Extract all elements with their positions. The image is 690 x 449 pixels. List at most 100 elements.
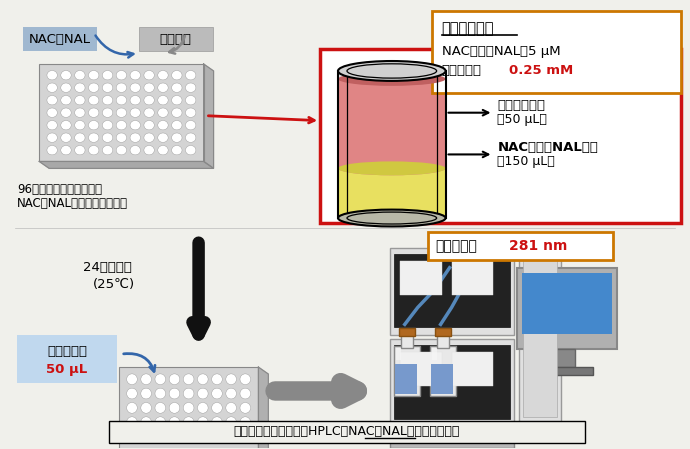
Ellipse shape — [75, 145, 85, 155]
Text: 反応停止液を添加後、HPLCでNAC、NALの残存量を測定: 反応停止液を添加後、HPLCでNAC、NALの残存量を測定 — [234, 425, 460, 438]
Bar — [401, 335, 413, 348]
Ellipse shape — [102, 83, 112, 92]
Polygon shape — [39, 161, 213, 168]
Ellipse shape — [197, 388, 208, 399]
Ellipse shape — [61, 83, 71, 92]
Ellipse shape — [158, 133, 168, 142]
Ellipse shape — [184, 431, 194, 442]
Ellipse shape — [169, 374, 180, 385]
Ellipse shape — [169, 431, 180, 442]
Bar — [451, 352, 493, 386]
Bar — [139, 27, 213, 51]
Ellipse shape — [240, 374, 250, 385]
Bar — [395, 364, 417, 394]
Ellipse shape — [75, 70, 85, 80]
Ellipse shape — [197, 431, 208, 442]
Text: 50 μL: 50 μL — [46, 363, 88, 376]
Ellipse shape — [144, 70, 155, 80]
Bar — [555, 349, 575, 367]
Ellipse shape — [130, 120, 141, 130]
Ellipse shape — [88, 96, 99, 105]
Text: 被験物質溶液: 被験物質溶液 — [497, 99, 545, 112]
Ellipse shape — [61, 133, 71, 142]
Ellipse shape — [130, 133, 141, 142]
Ellipse shape — [338, 210, 446, 226]
Bar — [430, 346, 455, 396]
Bar — [394, 254, 511, 327]
Ellipse shape — [141, 417, 151, 427]
Ellipse shape — [102, 108, 112, 117]
Ellipse shape — [130, 70, 141, 80]
Ellipse shape — [141, 388, 151, 399]
Ellipse shape — [102, 96, 112, 105]
Ellipse shape — [102, 70, 112, 80]
Text: 反応液中濃度: 反応液中濃度 — [442, 21, 494, 36]
Ellipse shape — [88, 108, 99, 117]
Ellipse shape — [172, 83, 182, 92]
Ellipse shape — [338, 61, 446, 81]
Ellipse shape — [186, 83, 196, 92]
Ellipse shape — [186, 96, 196, 105]
Bar — [17, 335, 117, 383]
Ellipse shape — [47, 96, 57, 105]
Bar — [390, 430, 514, 448]
Ellipse shape — [212, 431, 222, 442]
Bar — [390, 339, 514, 427]
Ellipse shape — [186, 145, 196, 155]
Ellipse shape — [155, 388, 166, 399]
Ellipse shape — [102, 120, 112, 130]
Ellipse shape — [240, 388, 250, 399]
Ellipse shape — [88, 83, 99, 92]
Text: （150 μL）: （150 μL） — [497, 155, 555, 168]
Ellipse shape — [61, 120, 71, 130]
Ellipse shape — [144, 83, 155, 92]
Ellipse shape — [141, 374, 151, 385]
Ellipse shape — [75, 83, 85, 92]
Ellipse shape — [127, 431, 137, 442]
Ellipse shape — [75, 133, 85, 142]
Ellipse shape — [144, 133, 155, 142]
Text: NAC、NALと被験物質を混合: NAC、NALと被験物質を混合 — [17, 197, 128, 210]
Ellipse shape — [116, 83, 126, 92]
Ellipse shape — [116, 145, 126, 155]
Text: 281 nm: 281 nm — [509, 239, 568, 253]
Bar — [394, 345, 511, 419]
Ellipse shape — [144, 145, 155, 155]
Ellipse shape — [102, 133, 112, 142]
Bar — [451, 261, 493, 295]
Ellipse shape — [61, 70, 71, 80]
Ellipse shape — [47, 108, 57, 117]
Ellipse shape — [172, 120, 182, 130]
Bar — [431, 364, 453, 394]
Ellipse shape — [75, 120, 85, 130]
Text: 定量波長：: 定量波長： — [435, 239, 477, 253]
Ellipse shape — [88, 70, 99, 80]
Ellipse shape — [158, 145, 168, 155]
Ellipse shape — [144, 120, 155, 130]
Text: （50 μL）: （50 μL） — [497, 113, 547, 126]
Text: 被験物質：: 被験物質： — [442, 65, 482, 78]
Ellipse shape — [155, 374, 166, 385]
Ellipse shape — [226, 402, 237, 413]
Ellipse shape — [212, 417, 222, 427]
Ellipse shape — [116, 70, 126, 80]
Text: 96ウェルプレート上で、: 96ウェルプレート上で、 — [17, 183, 102, 196]
Bar — [435, 328, 451, 336]
Ellipse shape — [141, 431, 151, 442]
Bar — [396, 348, 401, 360]
Ellipse shape — [226, 388, 237, 399]
Ellipse shape — [155, 431, 166, 442]
Text: NAC、NAL: NAC、NAL — [29, 33, 91, 46]
Ellipse shape — [130, 96, 141, 105]
Bar — [320, 49, 680, 223]
Ellipse shape — [116, 108, 126, 117]
Ellipse shape — [338, 72, 446, 86]
Ellipse shape — [88, 145, 99, 155]
Ellipse shape — [158, 120, 168, 130]
Bar — [119, 367, 258, 449]
Ellipse shape — [75, 108, 85, 117]
Bar — [39, 64, 204, 161]
Bar — [437, 335, 448, 348]
Ellipse shape — [186, 133, 196, 142]
Ellipse shape — [172, 145, 182, 155]
